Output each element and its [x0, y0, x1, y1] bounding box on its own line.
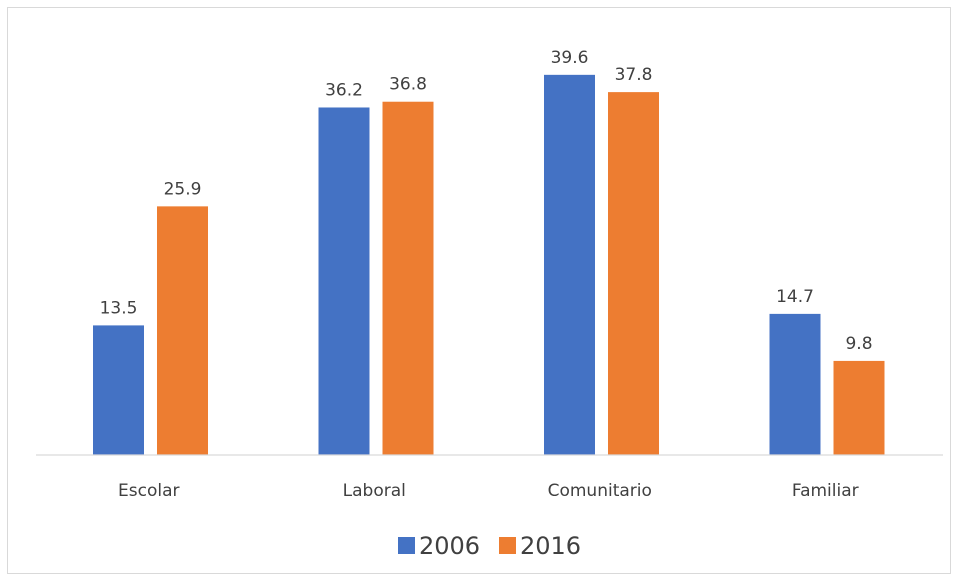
value-label-2016-comunitario: 37.8 — [615, 65, 653, 85]
legend-swatch-2006 — [398, 537, 415, 554]
bar-2006-laboral — [318, 107, 370, 455]
value-label-2016-laboral: 36.8 — [389, 75, 427, 95]
bar-chart: 13.5 25.9 36.2 36.8 39.6 37.8 14.7 9.8 Escolar L… — [36, 48, 943, 560]
bar-2006-escolar — [93, 325, 144, 455]
value-label-2006-familiar: 14.7 — [776, 287, 814, 307]
value-label-2016-familiar: 9.8 — [845, 334, 872, 354]
bar-2016-comunitario — [608, 92, 659, 456]
value-label-2006-escolar: 13.5 — [100, 298, 138, 318]
category-labels-layer: Escolar Laboral Comunitario Familiar — [118, 481, 859, 501]
value-labels-layer: 13.5 25.9 36.2 36.8 39.6 37.8 14.7 9.8 — [100, 48, 873, 354]
chart-frame: 13.5 25.9 36.2 36.8 39.6 37.8 14.7 9.8 Escolar L… — [7, 7, 951, 574]
category-label-laboral: Laboral — [343, 481, 406, 501]
bar-2006-familiar — [769, 313, 821, 455]
legend: 2006 2016 — [398, 532, 581, 560]
bar-2006-comunitario — [544, 74, 595, 455]
category-label-comunitario: Comunitario — [548, 481, 652, 501]
legend-swatch-2016 — [499, 537, 516, 554]
bar-2016-escolar — [157, 206, 208, 455]
bars-layer — [93, 74, 885, 456]
legend-label-2016: 2016 — [520, 532, 581, 560]
bar-2016-familiar — [833, 360, 885, 455]
bar-2016-laboral — [382, 101, 434, 455]
category-label-escolar: Escolar — [118, 481, 179, 501]
value-label-2006-comunitario: 39.6 — [551, 48, 589, 68]
legend-label-2006: 2006 — [419, 532, 480, 560]
category-label-familiar: Familiar — [792, 481, 859, 501]
value-label-2016-escolar: 25.9 — [164, 179, 202, 199]
value-label-2006-laboral: 36.2 — [325, 80, 363, 100]
